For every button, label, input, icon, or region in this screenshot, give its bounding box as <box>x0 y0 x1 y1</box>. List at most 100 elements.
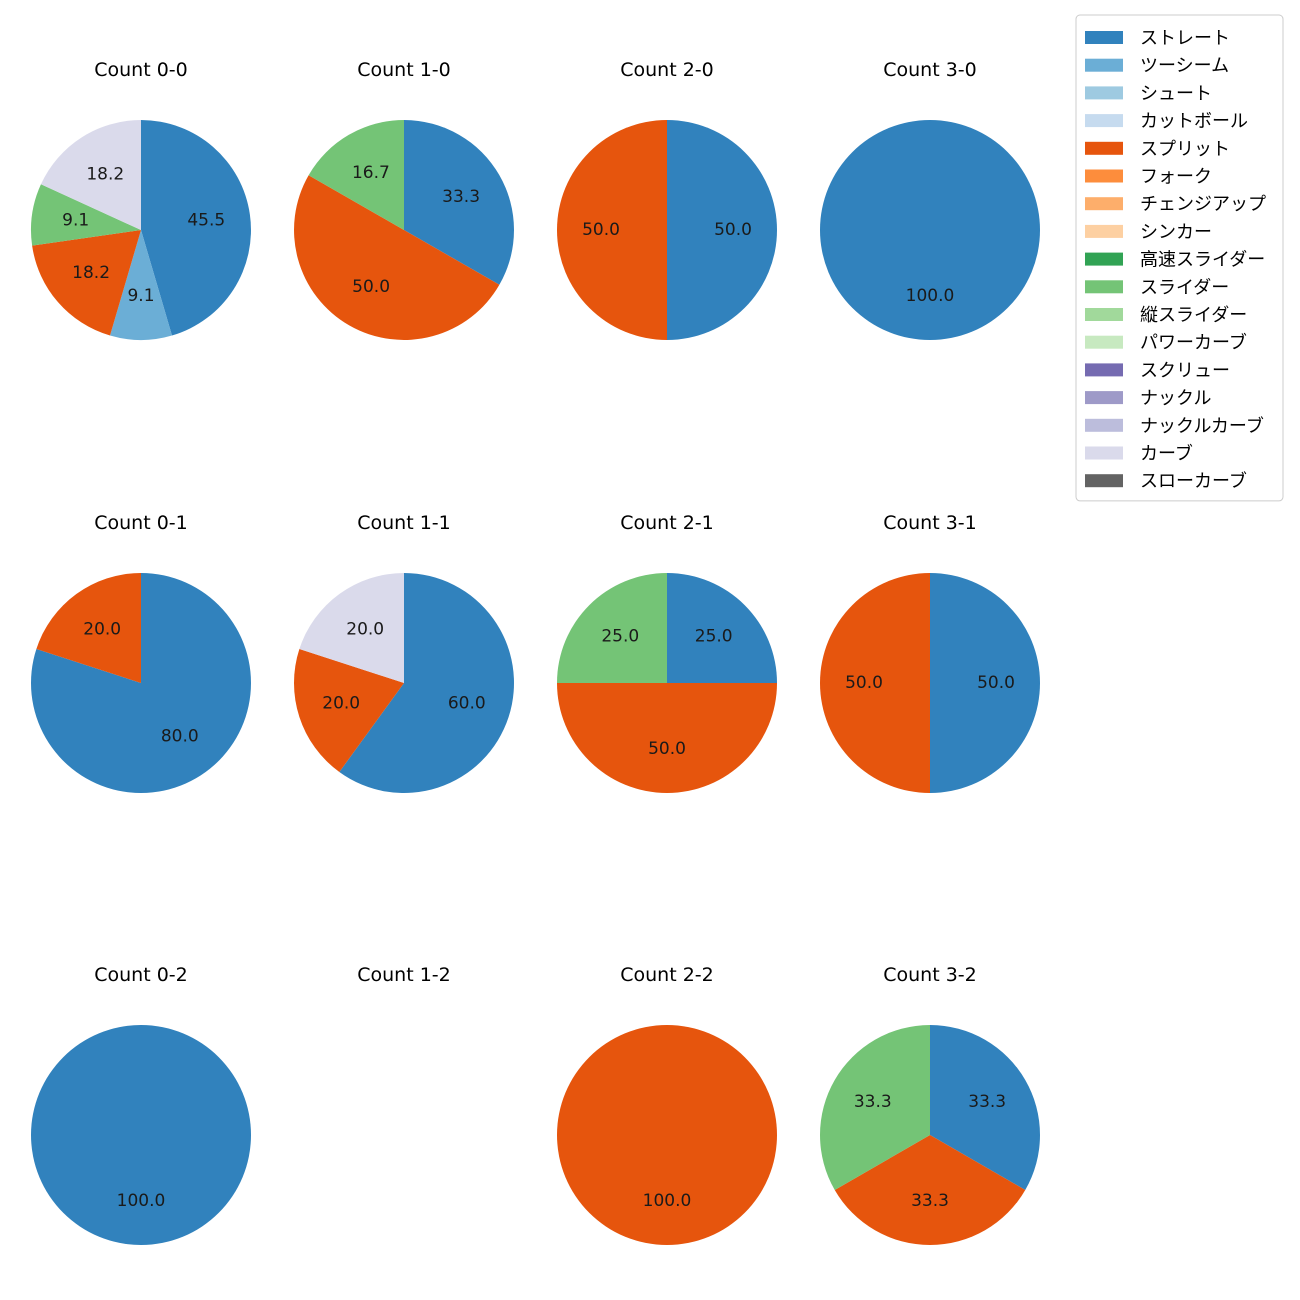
legend-item: スローカーブ <box>1085 470 1247 492</box>
slice-label: 33.3 <box>968 1092 1006 1112</box>
pie-slice <box>820 120 1040 340</box>
legend-label: スプリット <box>1140 139 1230 160</box>
pie-title: Count 0-1 <box>94 512 188 534</box>
legend-label: シンカー <box>1140 222 1212 243</box>
pie-slice <box>299 573 404 683</box>
slice-label: 9.1 <box>62 211 89 231</box>
legend-item: ナックルカーブ <box>1085 415 1264 437</box>
pie-slice <box>667 573 777 683</box>
legend-swatch <box>1085 31 1123 44</box>
legend-item: チェンジアップ <box>1085 194 1266 215</box>
pie-title: Count 2-1 <box>620 512 714 534</box>
slice-label: 33.3 <box>854 1092 892 1112</box>
pie-count-2-0: Count 2-0 50.0 50.0 <box>557 59 777 340</box>
legend-label: カーブ <box>1140 443 1193 465</box>
slice-label: 45.5 <box>187 211 225 231</box>
slice-label: 50.0 <box>352 277 390 297</box>
pie-title: Count 2-2 <box>620 964 714 986</box>
legend-swatch <box>1085 280 1123 294</box>
pie-slice <box>32 230 142 336</box>
pie-count-2-2: Count 2-2 100.0 <box>557 964 777 1245</box>
legend-swatch <box>1085 363 1123 377</box>
pie-count-1-2: Count 1-2 <box>357 964 451 986</box>
legend-swatch <box>1085 446 1123 460</box>
legend-label: 高速スライダー <box>1140 250 1265 271</box>
legend-item: スライダー <box>1085 277 1229 298</box>
pie-slice <box>557 573 667 683</box>
slice-label: 50.0 <box>845 673 883 693</box>
legend-label: フォーク <box>1140 167 1212 188</box>
legend-label: カットボール <box>1140 111 1248 132</box>
slice-label: 33.3 <box>911 1191 949 1211</box>
legend: ストレートツーシームシュートカットボールスプリットフォークチェンジアップシンカー… <box>1075 14 1284 502</box>
pie-count-3-2: Count 3-2 33.3 33.3 33.3 <box>820 964 1040 1245</box>
slice-label: 50.0 <box>648 739 686 759</box>
slice-label: 100.0 <box>906 286 955 306</box>
slice-label: 50.0 <box>977 673 1015 693</box>
pie-slice <box>110 230 172 340</box>
legend-item: シュート <box>1085 83 1212 104</box>
slice-label: 100.0 <box>643 1191 692 1211</box>
legend-item: フォーク <box>1085 167 1212 188</box>
legend-label: チェンジアップ <box>1140 194 1266 215</box>
legend-item: ナックル <box>1085 388 1211 409</box>
pie-slice <box>31 184 141 246</box>
slice-label: 25.0 <box>601 626 639 646</box>
legend-swatch <box>1085 252 1123 266</box>
pie-count-1-0: Count 1-0 33.3 50.0 16.7 <box>294 59 515 340</box>
legend-label: ナックル <box>1140 388 1211 409</box>
legend-item: カーブ <box>1085 443 1193 465</box>
pie-slice <box>557 683 777 793</box>
slice-label: 18.2 <box>86 165 124 185</box>
legend-label: シュート <box>1140 83 1212 104</box>
pie-slice <box>30 573 251 793</box>
pie-title: Count 0-2 <box>94 964 188 986</box>
pie-title: Count 2-0 <box>620 59 714 81</box>
pie-title: Count 1-0 <box>357 59 451 81</box>
legend-swatch <box>1085 141 1123 155</box>
legend-label: ストレート <box>1140 28 1230 49</box>
legend-swatch <box>1085 391 1123 405</box>
legend-frame <box>1075 14 1284 502</box>
pie-slice <box>557 1025 777 1245</box>
legend-item: パワーカーブ <box>1085 332 1247 354</box>
legend-item: シンカー <box>1085 222 1212 243</box>
legend-label: パワーカーブ <box>1140 332 1247 354</box>
slice-label: 50.0 <box>714 220 752 240</box>
legend-swatch <box>1085 197 1123 211</box>
pie-slice <box>667 120 777 340</box>
slice-label: 60.0 <box>448 693 486 713</box>
pie-count-2-1: Count 2-1 25.0 50.0 25.0 <box>557 512 777 793</box>
legend-swatch <box>1085 474 1123 488</box>
legend-swatch <box>1085 224 1123 238</box>
pie-slice <box>557 120 667 340</box>
pie-slice <box>820 1025 930 1190</box>
legend-label: 縦スライダー <box>1140 305 1247 326</box>
pie-count-0-2: Count 0-2 100.0 <box>31 964 251 1245</box>
pie-count-3-0: Count 3-0 100.0 <box>820 59 1040 340</box>
slice-label: 16.7 <box>352 163 390 183</box>
slice-label: 20.0 <box>83 620 121 640</box>
legend-swatch <box>1085 418 1123 432</box>
pie-slice <box>339 573 514 793</box>
legend-item: カットボール <box>1085 111 1248 132</box>
slice-label: 50.0 <box>582 220 620 240</box>
pie-title: Count 3-2 <box>883 964 977 986</box>
slice-label: 20.0 <box>322 693 360 713</box>
legend-swatch <box>1085 335 1123 349</box>
legend-swatch <box>1085 169 1123 183</box>
legend-label: スクリュー <box>1140 360 1230 381</box>
legend-item: スプリット <box>1085 139 1230 160</box>
pie-count-0-0: Count 0-0 45.5 9.1 18.2 9.1 18.2 <box>31 59 251 340</box>
pie-slice <box>294 175 500 340</box>
slice-label: 33.3 <box>442 187 480 207</box>
pie-count-1-1: Count 1-1 60.0 20.0 20.0 <box>293 512 514 793</box>
legend-label: ナックルカーブ <box>1140 415 1264 437</box>
pie-title: Count 0-0 <box>94 59 188 81</box>
pie-slice <box>40 120 141 230</box>
pie-slice <box>31 1025 251 1245</box>
legend-item: ストレート <box>1085 28 1230 49</box>
legend-item: 縦スライダー <box>1085 305 1247 326</box>
pie-slice <box>930 573 1040 793</box>
